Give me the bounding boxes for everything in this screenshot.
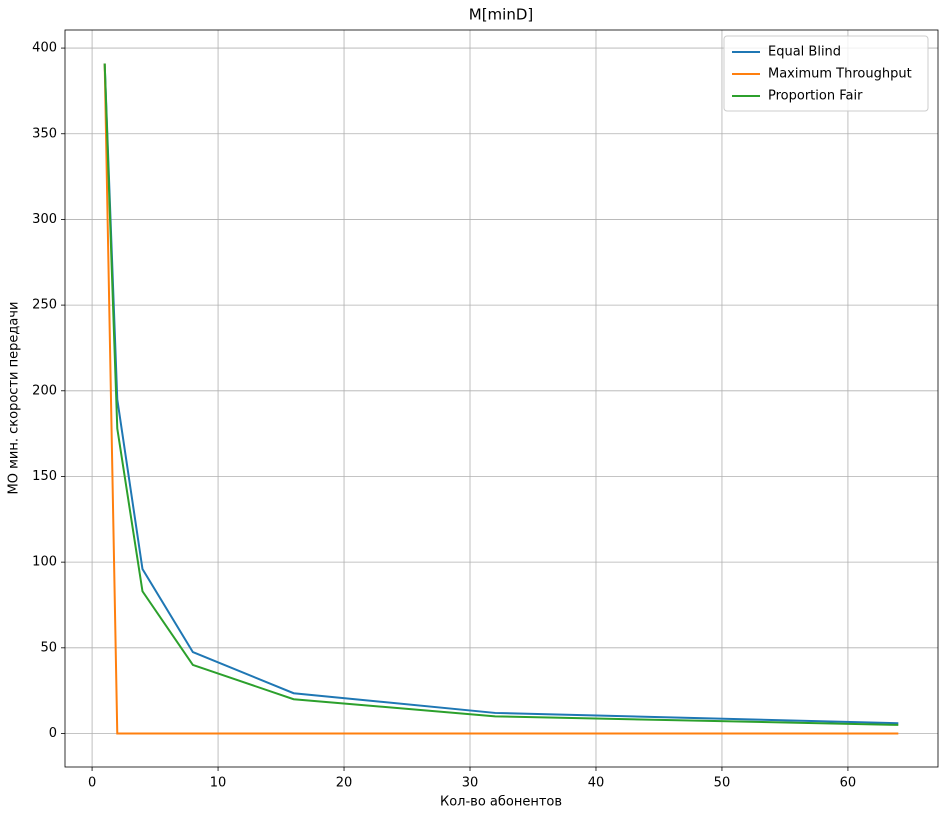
y-tick-label: 200 — [32, 383, 57, 398]
x-tick-label: 40 — [588, 776, 605, 791]
legend-box — [723, 35, 929, 112]
data-line — [103, 63, 899, 735]
x-tick-label: 20 — [336, 776, 353, 791]
data-line — [103, 63, 899, 725]
y-tick-label: 300 — [32, 212, 57, 227]
legend-label: Proportion Fair — [768, 89, 863, 104]
x-tick-label: 50 — [714, 776, 731, 791]
x-tick-label: 60 — [840, 776, 857, 791]
y-tick-label: 100 — [32, 555, 57, 570]
plot-frame — [64, 29, 939, 768]
data-line — [103, 63, 899, 726]
y-tick-label: 150 — [32, 469, 57, 484]
x-tick-label: 30 — [462, 776, 479, 791]
y-axis-label: МО мин. скорости передачи — [7, 302, 22, 495]
y-tick-label: 350 — [32, 126, 57, 141]
y-tick-label: 250 — [32, 298, 57, 313]
x-tick-label: 10 — [210, 776, 227, 791]
y-tick-label: 0 — [49, 726, 57, 741]
x-axis-label: Кол-во абонентов — [440, 795, 562, 810]
y-tick-label: 400 — [32, 41, 57, 56]
legend-label: Maximum Throughput — [768, 67, 912, 82]
legend-label: Equal Blind — [768, 45, 841, 60]
x-tick-label: 0 — [88, 776, 96, 791]
chart-title: M[minD] — [469, 6, 533, 24]
y-tick-label: 50 — [40, 640, 57, 655]
